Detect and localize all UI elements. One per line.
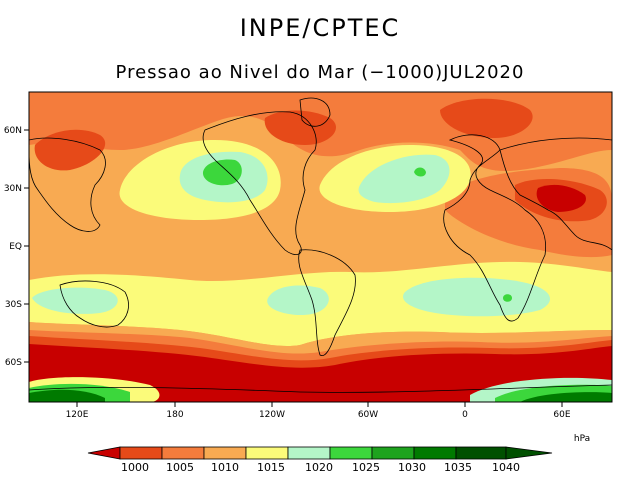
colorbar-label-1005: 1005: [166, 461, 194, 474]
lat-label-eq: EQ: [9, 242, 22, 252]
coastlines: [29, 97, 612, 393]
coast-south-america: [298, 249, 356, 357]
lat-label-30n: 30N: [4, 184, 22, 194]
lon-label-60w: 60W: [358, 410, 378, 420]
band-antarctic-high-east-3: [520, 392, 612, 402]
lon-label-0: 0: [462, 410, 468, 420]
colorbar-swatch-1030-1035: [371, 446, 415, 460]
colorbar-swatch-1005-1010: [161, 446, 205, 460]
band-1000-1005-nh: [34, 129, 106, 171]
colorbar-swatch-1000-1005: [119, 446, 163, 460]
colorbar-label-1015: 1015: [257, 461, 285, 474]
coast-europe-africa: [443, 134, 547, 322]
colorbar-label-1035: 1035: [444, 461, 472, 474]
lon-label-120e: 120E: [66, 410, 89, 420]
longitude-axis: 120E 180 120W 60W 0 60E: [66, 402, 571, 420]
band-1025-1030-sh-africa: [503, 294, 512, 302]
colorbar-swatch-above-1040: [455, 446, 507, 460]
colorbar-swatch-1035-1040: [413, 446, 457, 460]
colorbar-unit: hPa: [574, 434, 590, 444]
colorbar-label-1040: 1040: [492, 461, 520, 474]
lat-label-30s: 30S: [5, 300, 22, 310]
colorbar-label-1030: 1030: [398, 461, 426, 474]
band-1000-1005-icl: [264, 110, 336, 145]
band-995-1000-asia: [536, 184, 586, 212]
coast-greenland: [299, 97, 331, 127]
lon-label-60e: 60E: [553, 410, 570, 420]
colorbar-swatch-1020-1025: [287, 446, 331, 460]
lat-label-60n: 60N: [4, 126, 22, 136]
band-1020-1025-sh-atlantic: [402, 277, 550, 317]
colorbar-swatch-1015-1020: [245, 446, 289, 460]
colorbar-label-1010: 1010: [211, 461, 239, 474]
colorbar-label-1025: 1025: [352, 461, 380, 474]
colorbar-label-1000: 1000: [121, 461, 149, 474]
pressure-field: [29, 92, 612, 402]
map-title: Pressao ao Nivel do Mar (−1000)JUL2020: [115, 62, 525, 83]
band-1025-1030-pacific: [202, 159, 242, 186]
header-organization: INPE/CPTEC: [239, 14, 401, 42]
band-1025-1030-atlantic: [414, 167, 426, 177]
colorbar-arrow-right: [505, 446, 553, 460]
latitude-axis: 60N 30N EQ 30S 60S: [4, 126, 29, 368]
lat-label-60s: 60S: [5, 358, 22, 368]
coast-north-america: [202, 111, 317, 255]
band-1020-1025-sh-australia: [32, 287, 118, 314]
band-below-1000-sh: [29, 344, 612, 402]
band-antarctic-high-west-3: [29, 389, 105, 402]
lon-label-180: 180: [166, 410, 183, 420]
colorbar-label-1020: 1020: [305, 461, 333, 474]
colorbar-swatch-1025-1030: [329, 446, 373, 460]
coast-asia: [499, 137, 612, 251]
colorbar: hPa 1000 1005 1010 1015 1020 1025 1030 1…: [87, 434, 590, 474]
band-1020-1025-atlantic: [358, 154, 450, 204]
lon-label-120w: 120W: [259, 410, 285, 420]
coast-asia-west: [29, 137, 106, 232]
band-1000-1005-arctic: [440, 98, 533, 138]
colorbar-swatch-1010-1015: [203, 446, 247, 460]
coast-australia: [59, 280, 129, 328]
coast-antarctica: [29, 384, 612, 393]
colorbar-arrow-left: [87, 446, 121, 460]
map-frame: [28, 91, 613, 403]
